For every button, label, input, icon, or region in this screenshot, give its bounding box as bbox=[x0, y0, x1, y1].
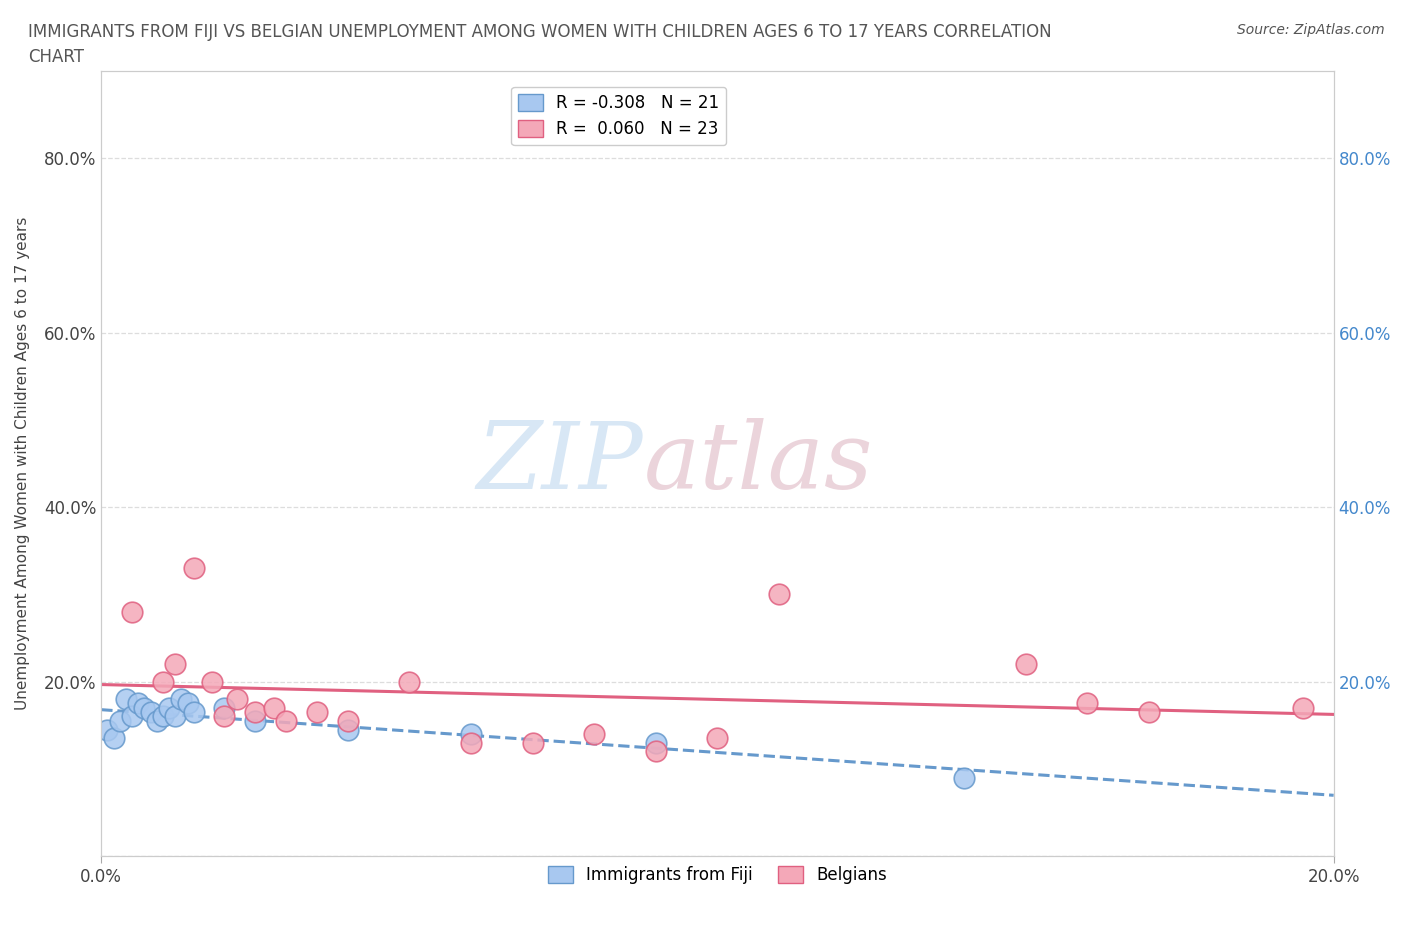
Point bbox=[644, 744, 666, 759]
Point bbox=[336, 722, 359, 737]
Point bbox=[145, 713, 167, 728]
Legend: Immigrants from Fiji, Belgians: Immigrants from Fiji, Belgians bbox=[541, 859, 894, 891]
Point bbox=[953, 770, 976, 785]
Point bbox=[165, 657, 187, 671]
Text: IMMIGRANTS FROM FIJI VS BELGIAN UNEMPLOYMENT AMONG WOMEN WITH CHILDREN AGES 6 TO: IMMIGRANTS FROM FIJI VS BELGIAN UNEMPLOY… bbox=[28, 23, 1052, 41]
Point bbox=[1137, 705, 1160, 720]
Point bbox=[214, 709, 236, 724]
Point bbox=[134, 700, 156, 715]
Point bbox=[245, 705, 267, 720]
Point bbox=[1292, 700, 1315, 715]
Text: ZIP: ZIP bbox=[477, 418, 644, 509]
Point bbox=[176, 696, 198, 711]
Point bbox=[305, 705, 328, 720]
Point bbox=[121, 709, 143, 724]
Point bbox=[152, 674, 174, 689]
Point bbox=[245, 713, 267, 728]
Point bbox=[183, 705, 205, 720]
Point bbox=[274, 713, 297, 728]
Point bbox=[96, 722, 118, 737]
Point bbox=[127, 696, 149, 711]
Point bbox=[336, 713, 359, 728]
Text: Source: ZipAtlas.com: Source: ZipAtlas.com bbox=[1237, 23, 1385, 37]
Y-axis label: Unemployment Among Women with Children Ages 6 to 17 years: Unemployment Among Women with Children A… bbox=[15, 217, 30, 711]
Point bbox=[398, 674, 420, 689]
Point bbox=[225, 692, 247, 707]
Point bbox=[1014, 657, 1036, 671]
Point bbox=[768, 587, 790, 602]
Point bbox=[165, 709, 187, 724]
Point bbox=[170, 692, 193, 707]
Point bbox=[706, 731, 728, 746]
Text: CHART: CHART bbox=[28, 48, 84, 66]
Point bbox=[460, 736, 482, 751]
Point bbox=[108, 713, 131, 728]
Point bbox=[121, 604, 143, 619]
Point bbox=[201, 674, 224, 689]
Text: atlas: atlas bbox=[644, 418, 873, 509]
Point bbox=[157, 700, 180, 715]
Point bbox=[1076, 696, 1098, 711]
Point bbox=[583, 726, 606, 741]
Point bbox=[263, 700, 285, 715]
Point bbox=[644, 736, 666, 751]
Point bbox=[183, 561, 205, 576]
Point bbox=[522, 736, 544, 751]
Point bbox=[139, 705, 162, 720]
Point bbox=[460, 726, 482, 741]
Point bbox=[152, 709, 174, 724]
Point bbox=[103, 731, 125, 746]
Point bbox=[115, 692, 138, 707]
Point bbox=[214, 700, 236, 715]
